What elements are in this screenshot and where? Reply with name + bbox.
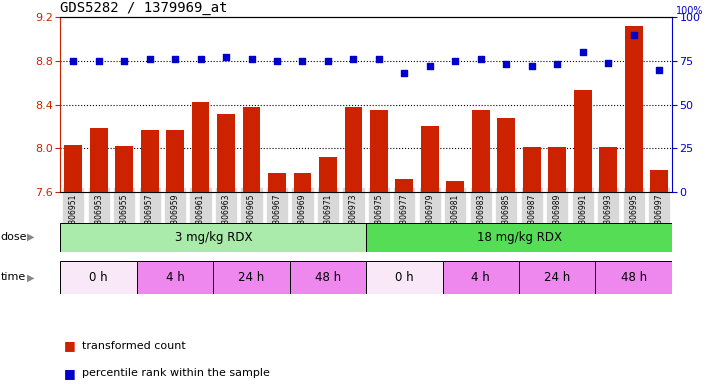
Bar (599, 147, 617, 192)
Text: ▶: ▶ (27, 272, 35, 283)
Bar (64, 145, 82, 192)
Point (119, 58, 130, 64)
Point (68, 58, 79, 64)
Point (195, 56, 206, 62)
Text: 0 h: 0 h (90, 271, 108, 284)
Text: 4 h: 4 h (471, 271, 490, 284)
Bar (395, 179, 413, 192)
Bar (548, 147, 566, 192)
Text: transformed count: transformed count (82, 341, 186, 351)
Point (552, 61, 563, 68)
Bar (90, 127, 107, 192)
Point (348, 56, 359, 62)
Point (475, 56, 486, 62)
Text: 24 h: 24 h (238, 271, 264, 284)
Bar (268, 174, 286, 192)
Bar (498, 118, 515, 192)
Point (602, 60, 614, 66)
Bar (217, 114, 235, 192)
Text: time: time (1, 272, 26, 283)
Point (296, 58, 308, 64)
Text: dose: dose (1, 232, 27, 242)
Point (577, 49, 589, 55)
Point (501, 61, 512, 68)
Text: 0 h: 0 h (395, 271, 414, 284)
Point (526, 63, 538, 69)
Point (322, 58, 333, 64)
Point (653, 67, 665, 73)
Bar (213, 261, 290, 294)
Bar (60, 223, 366, 252)
Text: 18 mg/kg RDX: 18 mg/kg RDX (476, 231, 562, 243)
Text: ■: ■ (64, 367, 76, 380)
Bar (137, 261, 213, 294)
Point (373, 56, 385, 62)
Text: ■: ■ (64, 339, 76, 352)
Text: 48 h: 48 h (621, 271, 647, 284)
Bar (192, 103, 210, 192)
Bar (472, 110, 490, 192)
Bar (447, 181, 464, 192)
Text: 4 h: 4 h (166, 271, 184, 284)
Text: 48 h: 48 h (315, 271, 341, 284)
Bar (625, 26, 643, 192)
Point (449, 58, 461, 64)
Bar (519, 261, 596, 294)
Bar (370, 110, 387, 192)
Bar (294, 174, 311, 192)
Bar (421, 126, 439, 192)
Point (424, 63, 436, 69)
Bar (366, 261, 442, 294)
Point (272, 58, 283, 64)
Bar (115, 146, 133, 192)
Point (220, 55, 232, 61)
Text: 100%: 100% (676, 6, 704, 16)
Point (144, 56, 155, 62)
Bar (141, 130, 159, 192)
Bar (574, 91, 592, 192)
Bar (442, 261, 519, 294)
Bar (242, 107, 260, 192)
Bar (60, 261, 137, 294)
Bar (166, 130, 184, 192)
Point (399, 70, 410, 76)
Bar (651, 170, 668, 192)
Text: GDS5282 / 1379969_at: GDS5282 / 1379969_at (60, 1, 228, 15)
Point (246, 56, 257, 62)
Text: 24 h: 24 h (544, 271, 570, 284)
Text: 3 mg/kg RDX: 3 mg/kg RDX (174, 231, 252, 243)
Bar (523, 147, 540, 192)
Bar (596, 261, 672, 294)
Point (628, 32, 639, 38)
Text: ▶: ▶ (27, 232, 35, 242)
Point (169, 56, 181, 62)
Bar (366, 223, 672, 252)
Bar (345, 107, 363, 192)
Text: percentile rank within the sample: percentile rank within the sample (82, 368, 269, 378)
Bar (290, 261, 366, 294)
Point (93, 58, 105, 64)
Bar (319, 157, 337, 192)
